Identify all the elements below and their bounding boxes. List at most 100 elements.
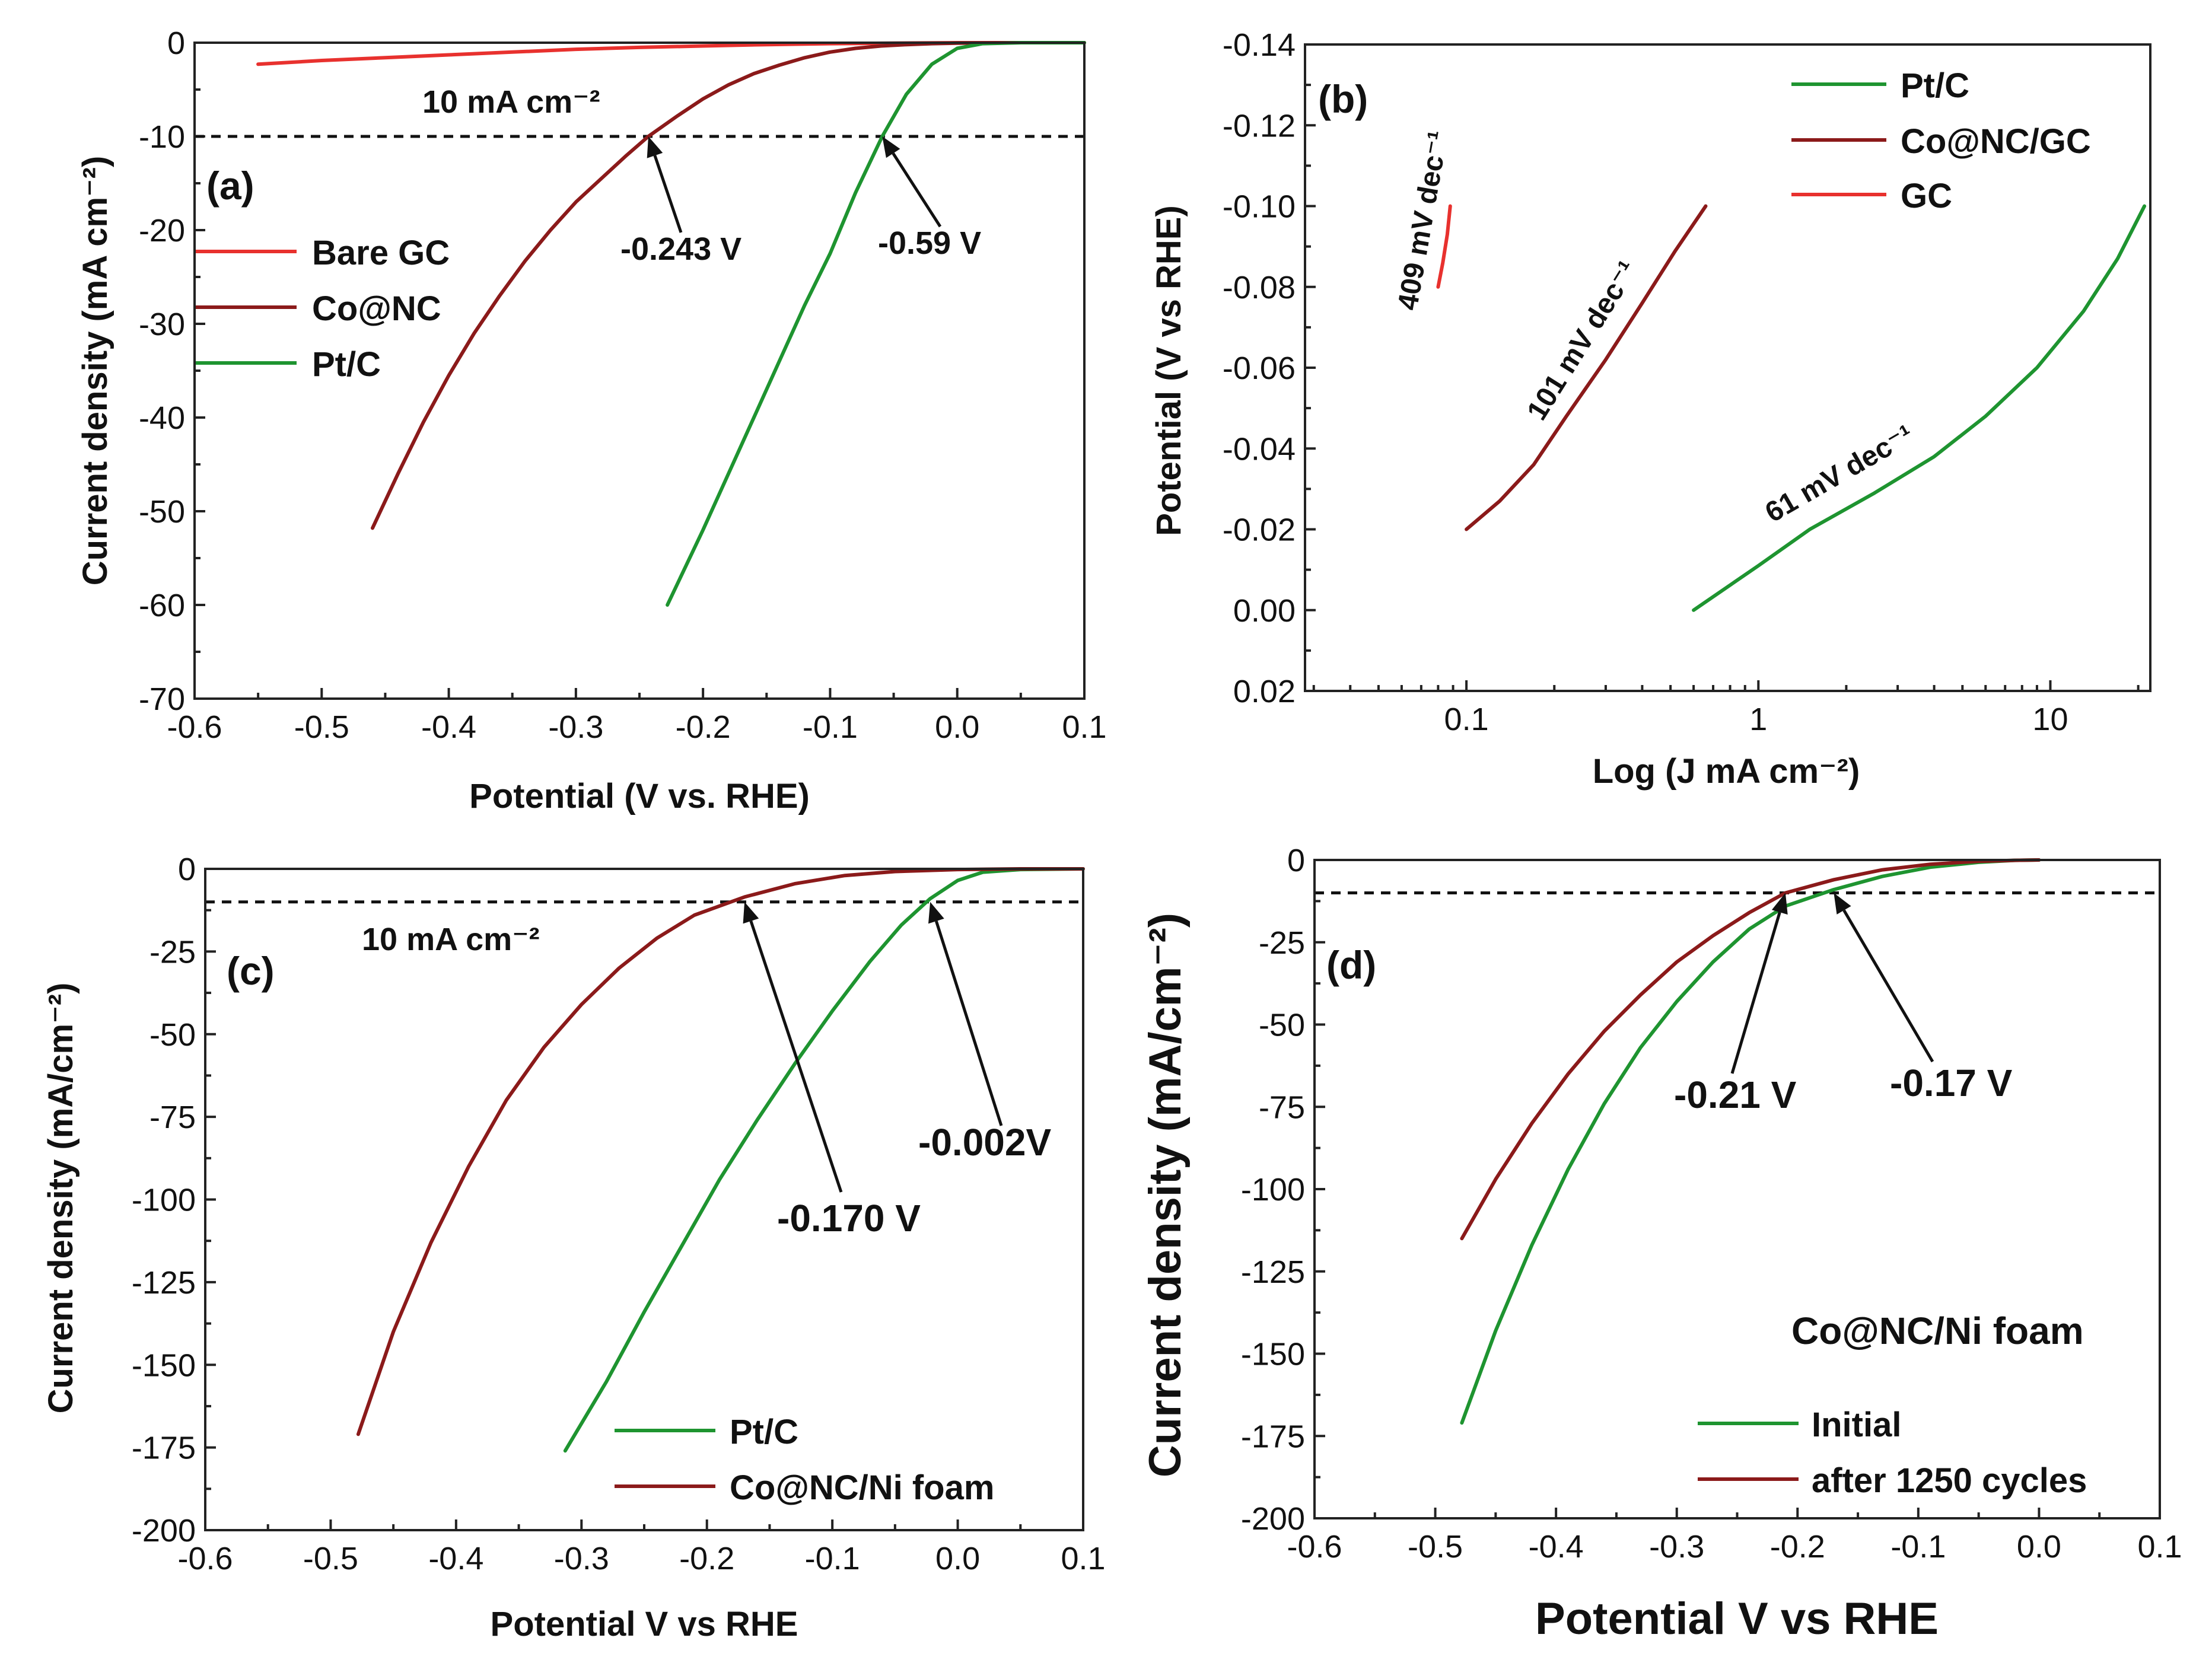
- panel-a-xtick-label: -0.5: [294, 709, 349, 745]
- legend-label-co-nc-gc: Co@NC/GC: [1901, 122, 2091, 161]
- panel-c-series-pt-c: [563, 867, 1085, 1453]
- panel-b-ytick-label: -0.02: [1223, 512, 1296, 548]
- panel-d-arrow-head: [1771, 893, 1788, 915]
- panel-b-series-co-nc-gc: [1465, 204, 1708, 531]
- panel-a-legend: Bare GC Co@NC Pt/C: [196, 234, 450, 384]
- panel-c-annot-pt-c: -0.002V: [918, 1121, 1051, 1164]
- panel-c-ytick-label: -75: [149, 1100, 196, 1135]
- panel-d-ytick-label: -175: [1241, 1419, 1305, 1454]
- panel-c-annot-co-nc: -0.170 V: [777, 1197, 921, 1240]
- panel-c-xtick-label: -0.3: [554, 1541, 609, 1576]
- legend-label-pt-c-c: Pt/C: [730, 1413, 798, 1451]
- panel-b-ytick-label: -0.06: [1223, 351, 1296, 386]
- panel-b-series-gc: [1436, 204, 1452, 289]
- panel-a-label: (a): [206, 164, 254, 208]
- panel-a-annot-pt-c: -0.59 V: [878, 225, 981, 261]
- panel-d-ytick-label: -50: [1259, 1008, 1305, 1043]
- panel-d-xtick-label: -0.3: [1649, 1529, 1704, 1565]
- panel-a-series-co-nc: [371, 41, 1086, 530]
- panel-a-ytick-label: -60: [139, 588, 185, 623]
- panel-a-xtick-label: 0.0: [935, 709, 979, 745]
- panel-d-ytick-label: -75: [1259, 1089, 1305, 1125]
- panel-d: -0.6 -0.5 -0.4 -0.3 -0.2 -0.1 0.0 0.1 0 -25 -50 -75…: [1140, 843, 2182, 1644]
- panel-c-ytick-label: -50: [149, 1017, 196, 1053]
- panel-b-ytick-label: 0.00: [1233, 593, 1296, 629]
- panel-d-ytick-label: 0: [1287, 843, 1305, 878]
- panel-a-ytick-label: -40: [139, 400, 185, 436]
- legend-label-co-nc: Co@NC: [312, 289, 441, 328]
- panel-a-ytick-label: -10: [139, 119, 185, 155]
- panel-d-xtick-label: 0.0: [2017, 1529, 2061, 1565]
- panel-a-ref-label: 10 mA cm⁻²: [422, 84, 600, 120]
- panel-b: 0.1 1 10 -0.14 -0.12 -0.10 -0.08 -0.06 -0.04 -0.0…: [1150, 27, 2151, 791]
- legend-label-co-nc-ni: Co@NC/Ni foam: [730, 1468, 994, 1507]
- panel-d-xtick-label: -0.1: [1890, 1529, 1946, 1565]
- panel-d-xtick-label: -0.4: [1529, 1529, 1584, 1565]
- panel-b-legend: Pt/C Co@NC/GC GC: [1791, 66, 2091, 215]
- panel-b-xlabel: Log (J mA cm⁻²): [1593, 752, 1860, 791]
- panel-a-annot-co-nc: -0.243 V: [620, 231, 741, 267]
- panel-a: -0.6 -0.5 -0.4 -0.3 -0.2 -0.1 0.0 0.1 0 -10 -20 -30…: [76, 26, 1107, 815]
- panel-d-arrow-head: [1834, 893, 1851, 915]
- panel-c-ytick-label: 0: [178, 852, 196, 887]
- panel-a-xtick-label: -0.4: [421, 709, 476, 745]
- panel-d-ylabel: Current density (mA/cm⁻²): [1140, 913, 1191, 1477]
- panel-b-ytick-label: -0.04: [1223, 431, 1296, 467]
- panel-a-ytick-label: -20: [139, 213, 185, 249]
- panel-a-xtick-label: 0.1: [1062, 709, 1106, 745]
- panel-d-series-after-1250-cycles: [1460, 858, 2041, 1241]
- panel-c-ylabel: Current density (mA/cm⁻²): [42, 983, 80, 1414]
- panel-d-frame: [1313, 859, 2161, 1519]
- panel-c-xtick-label: -0.2: [679, 1541, 734, 1576]
- panel-a-arrow-head: [647, 136, 663, 158]
- panel-a-ytick-label: -30: [139, 307, 185, 342]
- panel-c-xtick-label: -0.4: [428, 1541, 483, 1576]
- panel-c-ytick-label: -25: [149, 934, 196, 970]
- panel-c-ytick-label: -200: [132, 1513, 196, 1549]
- panel-d-ytick-label: -200: [1241, 1501, 1305, 1537]
- panel-c-arrow-shaft: [749, 920, 843, 1193]
- panel-b-label: (b): [1318, 77, 1368, 121]
- panel-d-xtick-label: -0.6: [1287, 1529, 1342, 1565]
- panel-d-arrow-shaft: [1842, 909, 1934, 1063]
- panel-d-ytick-label: -100: [1241, 1172, 1305, 1208]
- panel-c-xtick-label: 0.1: [1061, 1541, 1105, 1576]
- panel-a-frame: [193, 42, 1086, 700]
- panel-c-ytick-label: -100: [132, 1183, 196, 1218]
- panel-a-ylabel: Current density (mA cm⁻²): [76, 156, 114, 586]
- panel-d-xtick-label: -0.5: [1408, 1529, 1463, 1565]
- panel-a-arrow-shaft: [892, 152, 942, 228]
- panel-a-ytick-label: -50: [139, 494, 185, 530]
- panel-b-ylabel: Potential (V vs RHE): [1150, 205, 1188, 536]
- panel-d-annot-initial: -0.17 V: [1890, 1062, 2013, 1104]
- panel-c-ytick-label: -125: [132, 1265, 196, 1301]
- panel-d-title: Co@NC/Ni foam: [1791, 1310, 2084, 1352]
- panel-d-arrow-shaft: [1730, 912, 1781, 1074]
- panel-d-ytick-label: -125: [1241, 1254, 1305, 1290]
- panel-d-xtick-label: 0.1: [2137, 1529, 2182, 1565]
- panel-a-xtick-label: -0.2: [676, 709, 731, 745]
- legend-label-gc: GC: [1901, 177, 1952, 215]
- panel-c-xtick-label: -0.5: [303, 1541, 358, 1576]
- panel-b-ytick-label: -0.14: [1223, 27, 1296, 63]
- legend-label-after-cycles: after 1250 cycles: [1812, 1461, 2087, 1500]
- legend-label-pt-c: Pt/C: [312, 345, 381, 384]
- panel-a-arrow-head: [882, 136, 900, 158]
- legend-label-bare-gc: Bare GC: [312, 234, 450, 272]
- panel-c-arrow-shaft: [934, 920, 1003, 1126]
- panel-c-arrow-head: [743, 901, 759, 924]
- legend-label-initial: Initial: [1812, 1406, 1901, 1444]
- panel-a-series-pt-c: [666, 41, 1086, 607]
- panel-c-xtick-label: 0.0: [935, 1541, 980, 1576]
- panel-c-legend: Pt/C Co@NC/Ni foam: [615, 1413, 994, 1507]
- panel-d-xlabel: Potential V vs RHE: [1535, 1594, 1939, 1644]
- panel-d-label: (d): [1326, 943, 1376, 987]
- panel-b-series-pt-c: [1692, 204, 2147, 612]
- panel-d-ytick-label: -25: [1259, 925, 1305, 961]
- panel-b-ytick-label: -0.12: [1223, 108, 1296, 144]
- panel-d-series-initial: [1460, 858, 2041, 1425]
- panel-b-frame: [1304, 43, 2151, 692]
- panel-a-xtick-label: -0.1: [803, 709, 858, 745]
- panel-c: -0.6 -0.5 -0.4 -0.3 -0.2 -0.1 0.0 0.1 0 -25 -50 -75…: [42, 852, 1106, 1643]
- panel-d-xtick-label: -0.2: [1770, 1529, 1825, 1565]
